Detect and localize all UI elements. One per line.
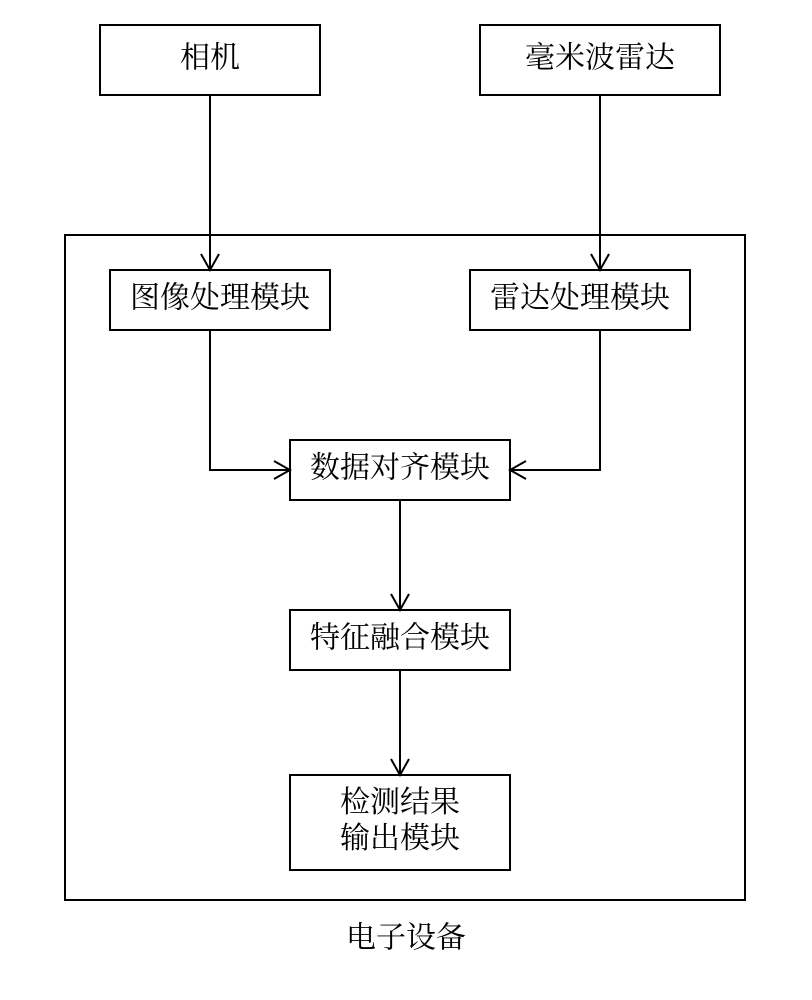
output-label-1: 输出模块 xyxy=(340,813,460,857)
rad_proc-label: 雷达处理模块 xyxy=(490,273,670,317)
device-caption: 电子设备 xyxy=(346,913,466,957)
align-label: 数据对齐模块 xyxy=(310,443,490,487)
img_proc-label: 图像处理模块 xyxy=(130,273,310,317)
fuse-label: 特征融合模块 xyxy=(310,613,490,657)
radar-label: 毫米波雷达 xyxy=(525,33,675,77)
camera-label: 相机 xyxy=(180,33,240,77)
